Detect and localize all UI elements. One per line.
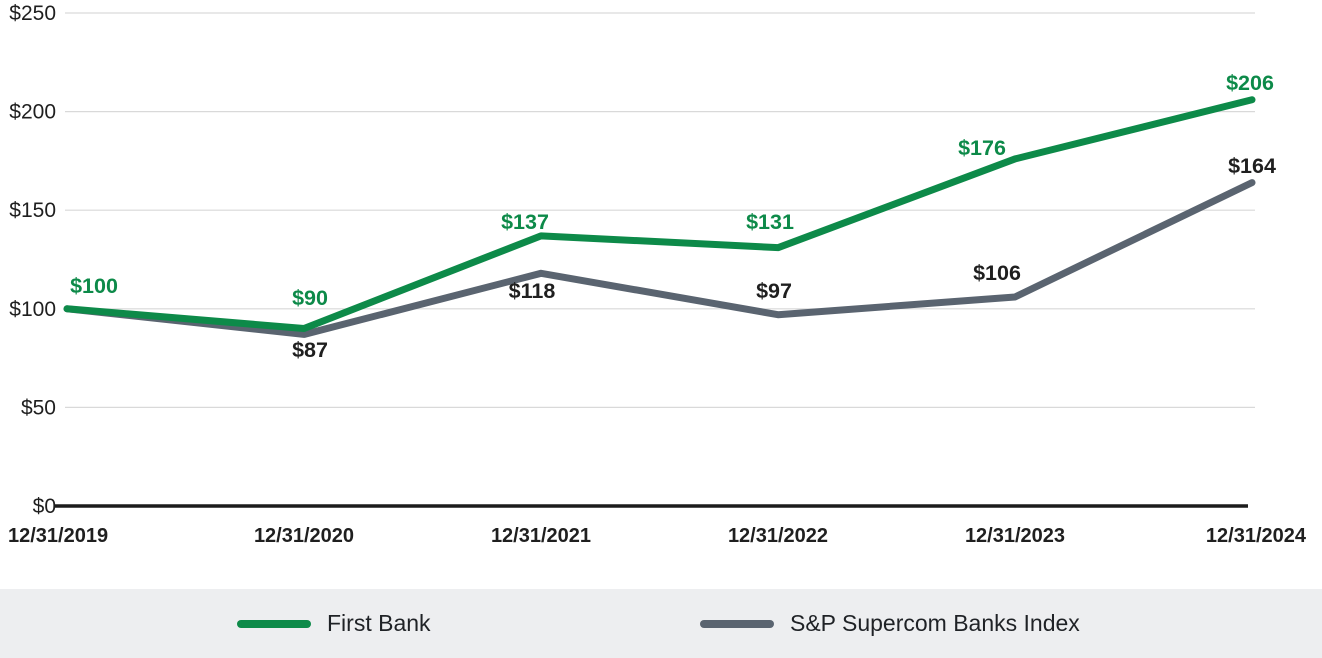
data-label-index: $106 xyxy=(973,261,1021,285)
data-label-first-bank: $90 xyxy=(292,286,328,310)
line-chart-plot-area: $0 $50 $100 $150 $200 $250 12/31/2019 12/31/202… xyxy=(8,2,1307,547)
chart-legend: First Bank S&P Supercom Banks Index xyxy=(0,589,1322,658)
x-tick-label: 12/31/2024 xyxy=(1206,525,1307,547)
legend-label-first-bank: First Bank xyxy=(327,610,431,636)
legend-label-sp-supercom-banks-index: S&P Supercom Banks Index xyxy=(790,610,1080,636)
data-label-index: $118 xyxy=(509,279,556,303)
series-line-first-bank xyxy=(63,96,1256,333)
first-bank-line-swatch xyxy=(237,619,311,628)
data-label-first-bank: $100 xyxy=(70,274,118,298)
x-tick-label: 12/31/2023 xyxy=(965,525,1065,547)
y-tick-label: $100 xyxy=(9,298,56,321)
x-tick-label: 12/31/2020 xyxy=(254,525,354,547)
data-label-index: $164 xyxy=(1228,154,1276,178)
x-tick-label: 12/31/2019 xyxy=(8,525,108,547)
series-line-index xyxy=(63,179,1256,338)
y-tick-label: $200 xyxy=(9,101,56,124)
y-tick-label: $50 xyxy=(21,396,56,419)
y-tick-label: $250 xyxy=(9,2,56,25)
x-tick-label: 12/31/2022 xyxy=(728,525,828,547)
data-label-first-bank: $137 xyxy=(501,210,549,234)
y-tick-label: $0 xyxy=(33,495,56,518)
index-line-swatch xyxy=(700,619,774,628)
x-tick-label: 12/31/2021 xyxy=(491,525,591,547)
data-label-first-bank: $206 xyxy=(1226,71,1274,95)
data-label-first-bank: $131 xyxy=(746,210,794,234)
data-label-first-bank: $176 xyxy=(958,136,1006,160)
y-tick-label: $150 xyxy=(9,199,56,222)
legend-item-first-bank: First Bank xyxy=(237,589,431,658)
legend-item-sp-supercom-banks-index: S&P Supercom Banks Index xyxy=(700,589,1080,658)
data-label-index: $97 xyxy=(756,279,792,303)
data-label-index: $87 xyxy=(292,338,328,362)
